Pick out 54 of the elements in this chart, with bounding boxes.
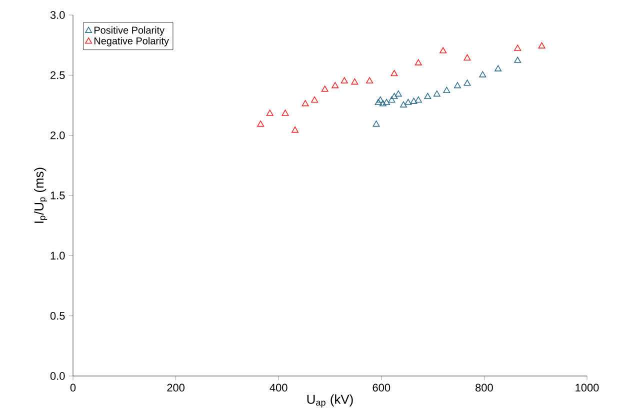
point [464, 54, 471, 61]
y-tick-label: 3.0 [50, 11, 65, 19]
y-tick-label: 2.0 [50, 131, 65, 140]
x-tick-label: 200 [167, 384, 184, 392]
legend-label: Positive Polarity [94, 26, 165, 36]
point [494, 65, 502, 72]
y-tick-label: 1.0 [50, 252, 65, 260]
point [514, 56, 522, 63]
y-tick-label: 1.5 [50, 192, 65, 200]
point [479, 71, 486, 78]
point [388, 96, 396, 103]
y-tick-label: 0.0 [50, 372, 65, 380]
point [390, 70, 398, 76]
point [379, 100, 386, 106]
point [433, 90, 440, 97]
point [404, 98, 412, 106]
point [302, 100, 309, 106]
point [538, 42, 546, 48]
point [282, 110, 289, 116]
point [464, 80, 471, 86]
point [440, 47, 447, 54]
point [454, 82, 461, 88]
point [311, 96, 318, 103]
point [292, 126, 299, 133]
point [366, 77, 374, 84]
x-tick-label: 600 [372, 384, 390, 392]
y-tick-label: 2.5 [50, 71, 65, 80]
point [414, 59, 422, 66]
point [340, 77, 348, 84]
x-tick-label: 800 [476, 384, 493, 392]
point [266, 110, 274, 116]
x-tick-label: 1000 [576, 384, 599, 392]
y-tick-label: 0.5 [50, 312, 65, 320]
point [332, 82, 339, 88]
point [400, 101, 408, 108]
x-tick-label: 400 [270, 384, 288, 392]
point [514, 44, 522, 51]
point [424, 92, 432, 100]
point [372, 120, 380, 127]
y-axis-title: I$_{p}$/U$_{p}$ (ms) [34, 168, 48, 223]
point [383, 98, 390, 106]
legend-label: Negative Polarity [94, 37, 169, 46]
point [257, 120, 264, 127]
x-tick-label: 0 [70, 384, 76, 392]
point [390, 92, 398, 100]
point [410, 98, 418, 104]
point [414, 96, 422, 103]
point [376, 96, 384, 103]
x-axis-title: U$_{ap}$ (kV) [307, 394, 353, 408]
point [443, 86, 450, 93]
point [394, 90, 402, 97]
point [321, 86, 328, 92]
point [374, 98, 382, 106]
point [351, 78, 358, 85]
